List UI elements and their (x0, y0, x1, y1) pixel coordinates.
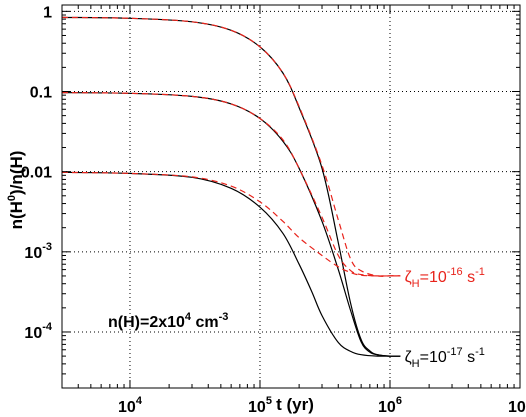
x-axis-title: t (yr) (276, 395, 314, 414)
curve-label-symbol: ζ (405, 349, 412, 366)
y-tick-label-base: 0.01 (21, 165, 52, 182)
y-tick-label: 0.01 (21, 165, 52, 182)
y-axis-title-rest: )/n(H) (7, 151, 26, 195)
curve-label-exp: -17 (447, 346, 463, 358)
y-tick-label-base: 1 (43, 4, 52, 21)
y-axis-title-sup: 0 (6, 195, 18, 201)
x-tick-label-base: 10 (508, 399, 526, 416)
curve-label: ζH=10-16 s-1 (405, 266, 485, 290)
density-annotation: n(H)=2x104 cm-3 (108, 311, 228, 331)
y-tick-label: 10-4 (24, 321, 52, 342)
density-annotation-exp: 4 (185, 311, 192, 323)
y-tick-label: 10-3 (24, 241, 52, 262)
curve-labels: ζH=10-16 s-1ζH=10-17 s-1 (405, 266, 485, 370)
curve-label: ζH=10-17 s-1 (405, 346, 485, 370)
density-annotation-rest: cm (191, 314, 219, 331)
x-tick-label: 105 (248, 395, 272, 416)
curve-label-text: =10 (420, 349, 447, 366)
x-tick-label: 107 (508, 395, 526, 416)
curve-label-sub: H (412, 278, 420, 290)
curve-label-unit-exp: -1 (475, 266, 485, 278)
curve-label-exp: -16 (447, 266, 463, 278)
curve-label-unit: s (463, 269, 475, 286)
y-tick-label-exp: -3 (42, 241, 52, 253)
y-tick-label-base: 10 (24, 325, 42, 342)
x-tick-label-base: 10 (248, 399, 266, 416)
x-tick-label-exp: 6 (396, 395, 402, 407)
y-tick-label-exp: -4 (42, 321, 53, 333)
dashed-series-line (61, 16, 401, 277)
curve-label-unit-exp: -1 (475, 346, 485, 358)
curve-label-unit: s (463, 349, 475, 366)
dashed-series-line (61, 92, 401, 277)
y-axis-title-base: n(H (7, 201, 26, 229)
y-tick-label-base: 10 (24, 245, 42, 262)
grid-lines (62, 5, 521, 388)
x-tick-label-exp: 4 (136, 395, 143, 407)
x-tick-label: 104 (118, 395, 143, 416)
series-layer (61, 16, 401, 357)
solid-series-line (61, 171, 401, 357)
x-tick-label: 106 (378, 395, 402, 416)
y-tick-label: 0.1 (30, 85, 52, 102)
y-tick-label-base: 0.1 (30, 85, 52, 102)
curve-label-sub: H (412, 358, 420, 370)
curve-label-symbol: ζ (405, 269, 412, 286)
curve-label-text: =10 (420, 269, 447, 286)
plot-frame (61, 4, 521, 389)
dashed-series-line (61, 171, 401, 277)
y-tick-label: 1 (43, 4, 52, 21)
x-tick-label-exp: 5 (266, 395, 272, 407)
y-axis-title: n(H0)/n(H) (6, 151, 26, 230)
x-tick-label-base: 10 (118, 399, 136, 416)
density-annotation-exp2: -3 (219, 311, 229, 323)
solid-series-line (61, 92, 401, 357)
x-tick-label-base: 10 (378, 399, 396, 416)
tick-marks (61, 5, 521, 389)
density-annotation-base: n(H)=2x10 (108, 314, 185, 331)
